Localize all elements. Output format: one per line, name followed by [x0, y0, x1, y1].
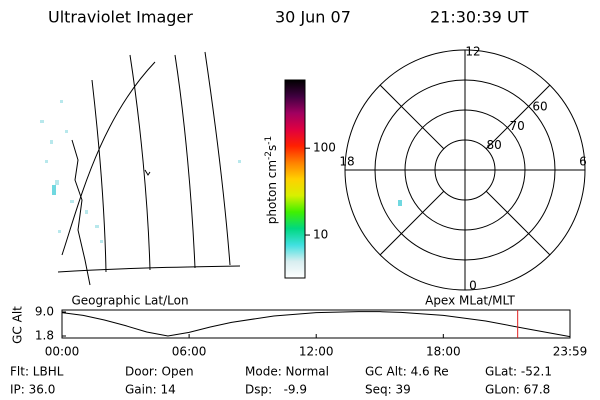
status-field: Mode: Normal — [245, 365, 329, 379]
date: 30 Jun 07 — [275, 8, 351, 27]
status-field: GC Alt: 4.6 Re — [365, 365, 449, 379]
polar-label: Apex MLat/MLT — [425, 294, 515, 308]
mlt-diagonal — [379, 190, 445, 256]
map-line — [204, 51, 231, 266]
altitude-frame — [61, 309, 571, 339]
unit: s — [265, 145, 279, 151]
mlt-label: 6 — [579, 155, 587, 169]
coastline — [144, 169, 151, 176]
status-field: GLon: 67.8 — [485, 383, 550, 397]
speckles — [40, 100, 402, 243]
x-tick-label: 23:59 — [553, 345, 588, 359]
y-tick-label: 9.0 — [35, 305, 54, 319]
mlt-label: 0 — [469, 279, 477, 293]
mlt-label: 18 — [339, 155, 354, 169]
status-field: Flt: LBHL — [10, 365, 64, 379]
status-field: IP: 36.0 — [10, 383, 55, 397]
lat-ring-label: 70 — [509, 119, 524, 133]
mlt-label: 12 — [465, 45, 480, 59]
lat-ring-label: 60 — [532, 100, 547, 114]
status-field: Dsp: -9.9 — [245, 383, 307, 397]
image-panel — [40, 51, 402, 286]
time: 21:30:39 UT — [430, 8, 529, 27]
title: Ultraviolet Imager — [48, 8, 193, 27]
image-label: Geographic Lat/Lon — [71, 294, 188, 308]
map-line — [61, 61, 156, 256]
altitude-line — [61, 311, 571, 338]
lat-ring-label: 80 — [486, 138, 501, 152]
status-field: Door: Open — [125, 365, 194, 379]
coastline — [71, 139, 91, 286]
altitude-ylabel: GC Alt — [11, 306, 25, 344]
map-line — [174, 54, 196, 269]
mlt-diagonal — [379, 84, 445, 150]
x-tick-label: 18:00 — [426, 345, 461, 359]
colorbar-label: photon cm-2s-1 — [264, 136, 279, 225]
colorbar — [284, 79, 306, 279]
map-line — [91, 79, 107, 273]
unit-exp: -2 — [264, 151, 274, 160]
status-field: GLat: -52.1 — [485, 365, 552, 379]
unit: photon cm — [265, 160, 279, 224]
status-field: Gain: 14 — [125, 383, 176, 397]
x-tick-label: 12:00 — [299, 345, 334, 359]
map-line — [57, 265, 241, 273]
status-field: Seq: 39 — [365, 383, 411, 397]
y-tick-label: 1.8 — [35, 329, 54, 343]
map-line — [129, 54, 151, 271]
unit-exp: -1 — [264, 136, 274, 145]
colorbar-tick-label: 100 — [313, 141, 336, 155]
mlt-diagonal — [485, 190, 551, 256]
mlt-diagonal — [485, 84, 551, 150]
x-tick-label: 00:00 — [45, 345, 80, 359]
colorbar-tick-label: 10 — [313, 228, 328, 242]
x-tick-label: 06:00 — [172, 345, 207, 359]
